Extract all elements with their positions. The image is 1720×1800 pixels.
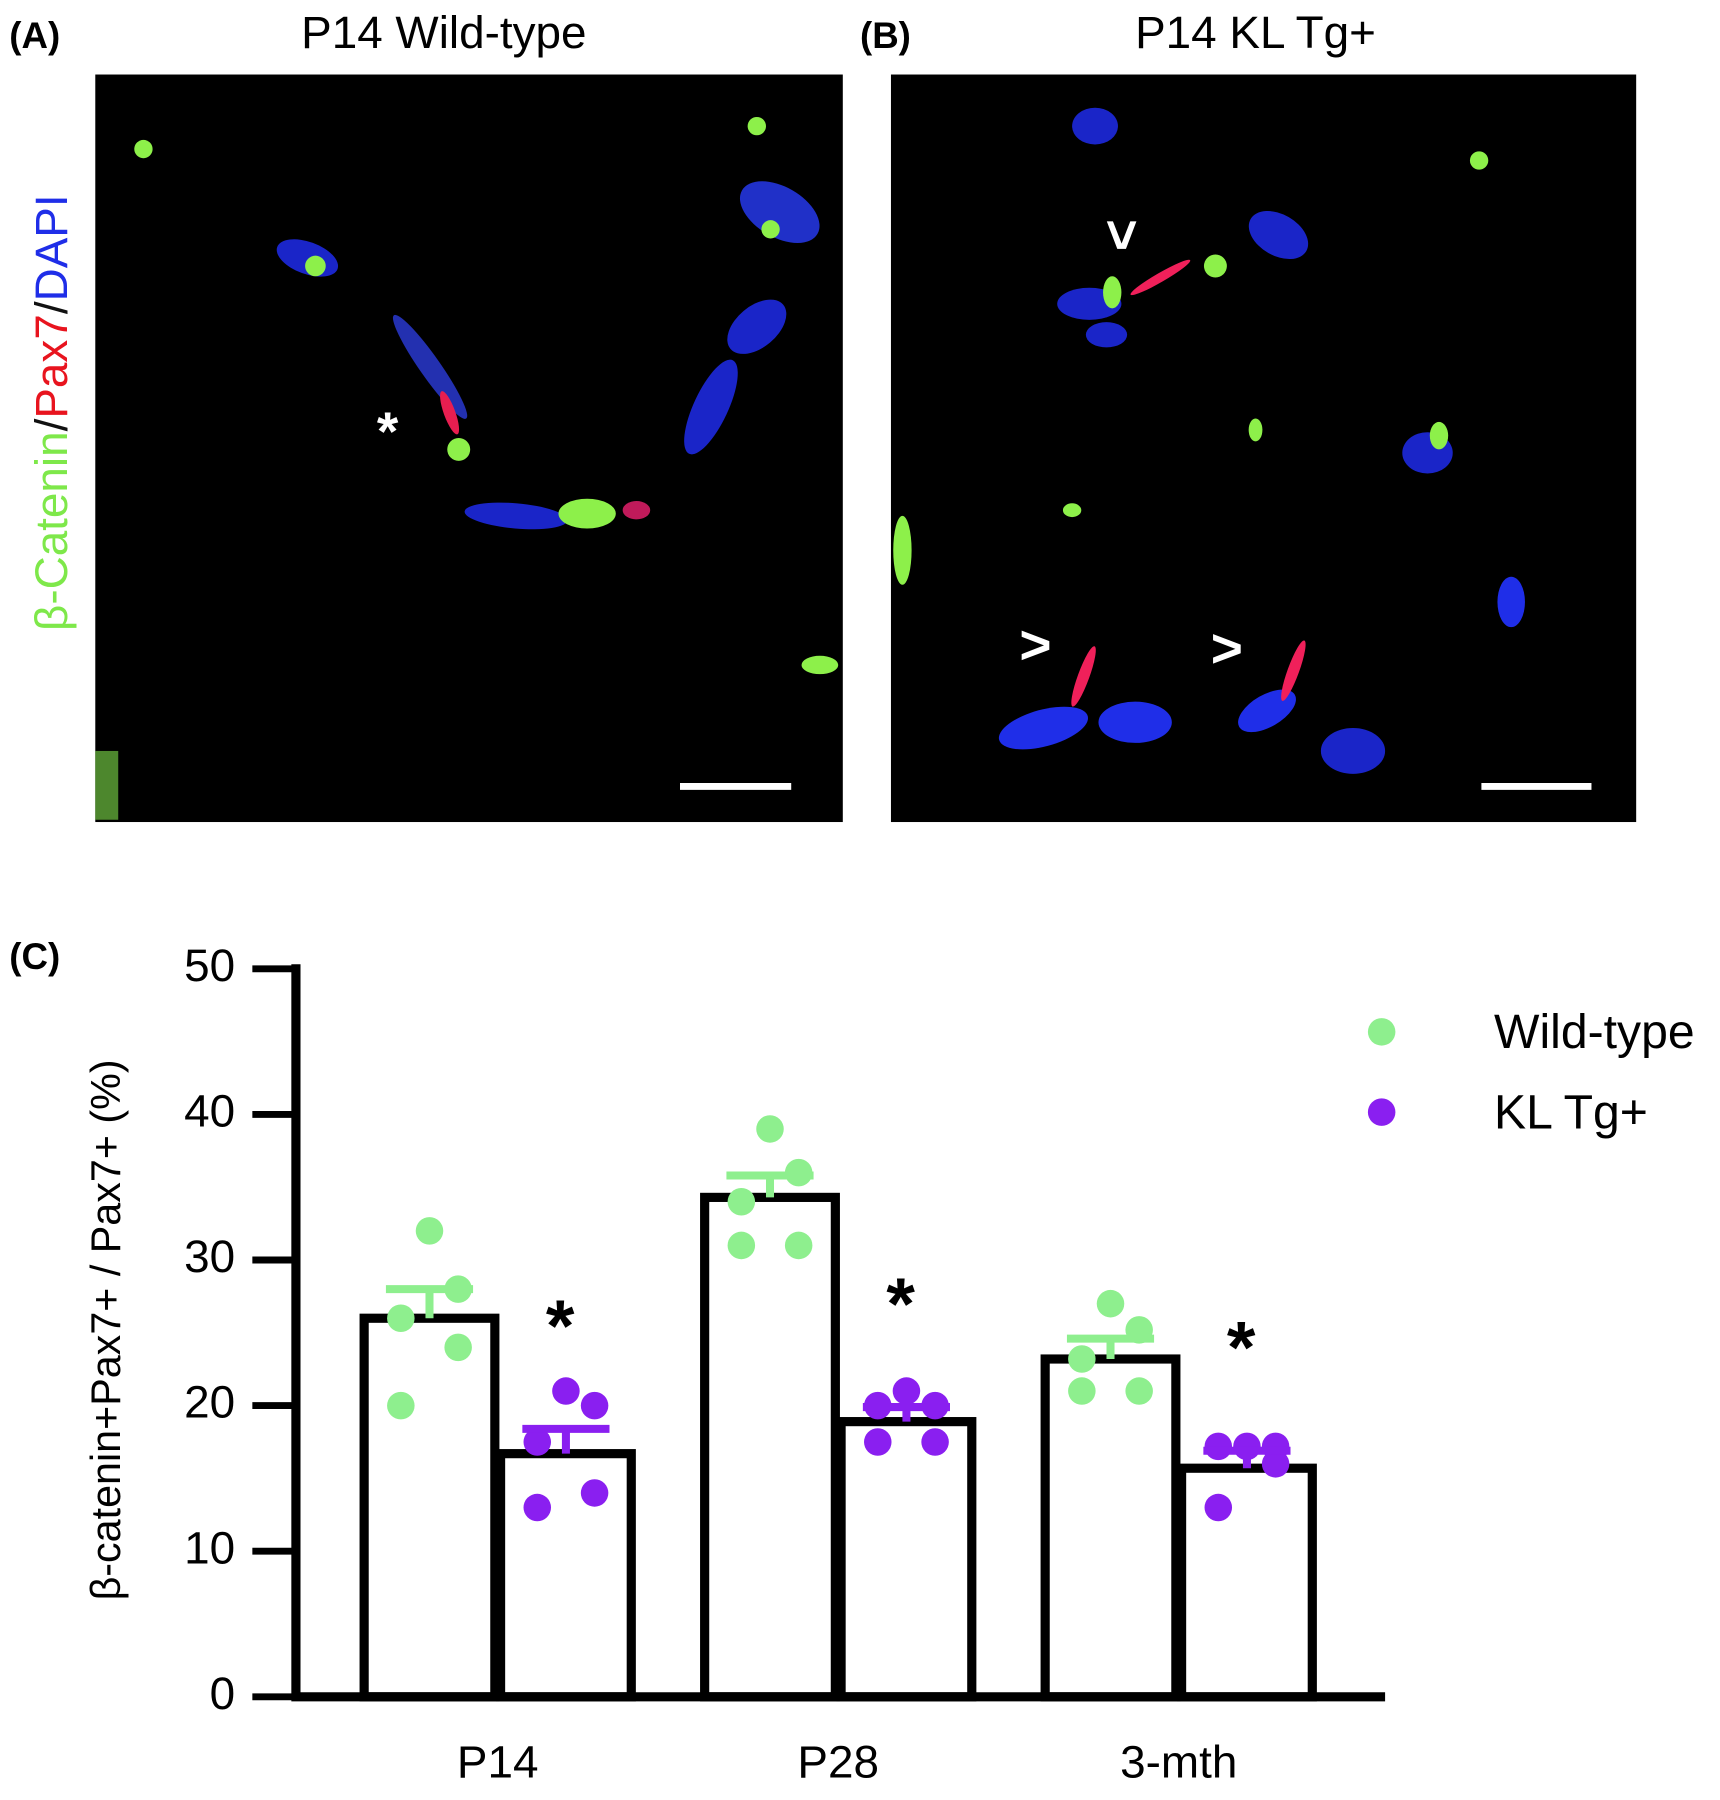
bar bbox=[495, 1449, 636, 1702]
stain-part: Pax7 bbox=[25, 314, 77, 419]
micrograph-a bbox=[95, 74, 843, 823]
y-tick-label: 40 bbox=[184, 1085, 235, 1137]
data-point bbox=[1068, 1345, 1096, 1373]
panel-title: P14 Wild-type bbox=[301, 6, 586, 58]
significance-mark: * bbox=[886, 1263, 915, 1345]
panel-label: (C) bbox=[9, 936, 60, 977]
image-marker: > bbox=[1091, 219, 1153, 251]
data-point bbox=[444, 1333, 472, 1362]
legend-marker bbox=[1367, 1018, 1396, 1046]
legend-marker bbox=[1367, 1098, 1396, 1126]
data-point bbox=[387, 1304, 415, 1332]
image-marker: > bbox=[1019, 613, 1051, 675]
error-bar bbox=[862, 1403, 950, 1422]
error-bar bbox=[385, 1285, 474, 1319]
error-bar bbox=[1203, 1446, 1291, 1469]
data-point bbox=[1096, 1289, 1125, 1318]
data-point bbox=[864, 1428, 892, 1456]
stain-part: / bbox=[25, 301, 77, 314]
data-point bbox=[580, 1479, 609, 1507]
x-tick-label: P28 bbox=[797, 1736, 879, 1788]
micrograph-b bbox=[890, 74, 1637, 823]
data-point bbox=[1125, 1377, 1153, 1405]
x-tick-label: 3-mth bbox=[1120, 1736, 1237, 1788]
error-bar bbox=[726, 1171, 814, 1198]
y-tick-label: 50 bbox=[184, 939, 235, 991]
y-tick-label: 0 bbox=[210, 1667, 236, 1719]
panel-label: (A) bbox=[9, 15, 60, 56]
data-point bbox=[552, 1377, 580, 1405]
x-tick-label: P14 bbox=[457, 1736, 539, 1788]
data-point bbox=[1204, 1432, 1233, 1461]
image-marker: * bbox=[377, 400, 399, 462]
bar bbox=[359, 1313, 500, 1702]
axes bbox=[291, 964, 1386, 1702]
bar bbox=[700, 1192, 840, 1702]
stain-part: β-Catenin bbox=[25, 431, 77, 631]
data-point bbox=[523, 1493, 552, 1522]
data-point bbox=[756, 1115, 784, 1143]
y-tick-label: 10 bbox=[184, 1521, 235, 1573]
data-point bbox=[921, 1428, 949, 1456]
data-point bbox=[727, 1231, 756, 1260]
data-point bbox=[387, 1391, 415, 1420]
y-tick-label: 30 bbox=[184, 1230, 235, 1282]
y-axis-label: β-catenin+Pax7+ / Pax7+ (%) bbox=[83, 1059, 129, 1600]
data-point bbox=[415, 1217, 444, 1245]
stain-part: DAPI bbox=[25, 194, 77, 301]
data-point bbox=[1204, 1493, 1233, 1522]
bar bbox=[836, 1417, 977, 1702]
data-point bbox=[727, 1188, 756, 1216]
bar bbox=[1177, 1463, 1317, 1702]
panel-title: P14 KL Tg+ bbox=[1135, 6, 1376, 58]
legend-label: KL Tg+ bbox=[1494, 1085, 1648, 1139]
bar bbox=[1040, 1354, 1181, 1702]
legend-label: Wild-type bbox=[1494, 1005, 1695, 1059]
error-bar bbox=[522, 1424, 610, 1454]
error-bar bbox=[1066, 1334, 1155, 1360]
data-point bbox=[523, 1428, 552, 1456]
data-point bbox=[1261, 1450, 1290, 1478]
y-tick-label: 20 bbox=[184, 1376, 235, 1428]
significance-mark: * bbox=[546, 1285, 575, 1367]
significance-mark: * bbox=[1227, 1307, 1256, 1389]
stain-part: / bbox=[25, 418, 77, 431]
data-point bbox=[892, 1377, 921, 1405]
image-marker: > bbox=[1211, 617, 1243, 679]
data-point bbox=[784, 1231, 813, 1260]
stain-label: β-Catenin/Pax7/DAPI bbox=[25, 194, 77, 631]
data-point bbox=[580, 1391, 609, 1420]
data-point bbox=[1068, 1377, 1096, 1405]
panel-label: (B) bbox=[860, 15, 911, 56]
